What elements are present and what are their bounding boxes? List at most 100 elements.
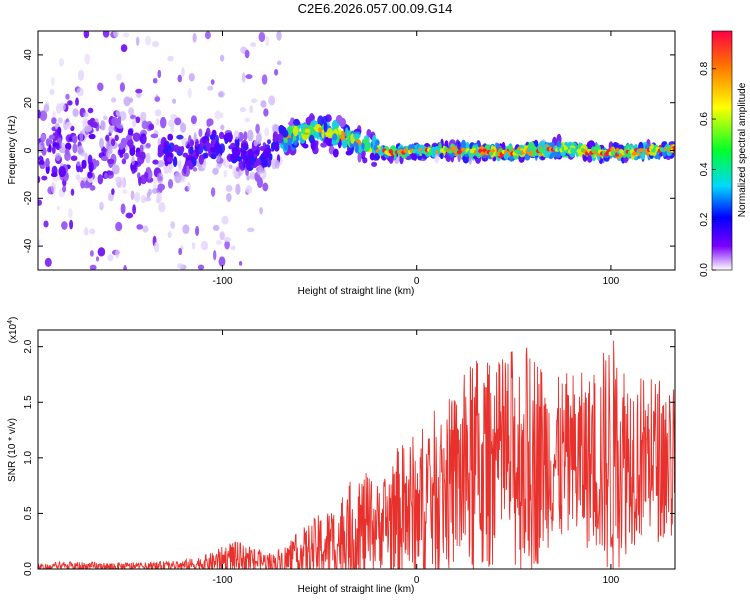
spectrogram-cell — [123, 152, 129, 160]
spectrogram-xtick-label: -100 — [212, 276, 232, 287]
spectrogram-cell — [157, 183, 165, 191]
spectrogram-cell — [173, 156, 178, 167]
spectrogram-cell — [112, 164, 120, 175]
spectrogram-cell — [177, 161, 181, 168]
spectrogram-cell — [38, 109, 41, 119]
spectrogram-cell — [221, 215, 229, 225]
colorbar-tick-label: 0.0 — [699, 263, 710, 277]
spectrogram-cell — [167, 231, 172, 239]
spectrogram-cell — [189, 145, 194, 155]
spectrogram-cell — [268, 153, 273, 161]
spectrogram-cell — [205, 127, 211, 138]
spectrogram-cell — [89, 185, 96, 191]
spectrogram-cell — [64, 148, 70, 156]
spectrogram-cell — [72, 143, 78, 154]
spectrogram-cell — [122, 189, 128, 195]
spectrogram-cell — [45, 158, 50, 168]
spectrogram-cell — [57, 126, 62, 136]
spectrogram-cell — [162, 148, 170, 154]
spectrogram-cell — [59, 102, 66, 111]
snr-xtick-label: -100 — [212, 575, 232, 586]
spectrogram-cell — [258, 31, 266, 43]
spectrogram-cell — [267, 139, 271, 145]
spectrogram-cell — [152, 159, 159, 165]
spectrogram-cell — [361, 150, 366, 158]
spectrogram-cell — [250, 42, 257, 48]
spectrogram-cell — [223, 236, 232, 242]
colorbar-tick-label: 0.4 — [699, 162, 710, 176]
snr-frame — [37, 329, 676, 570]
spectrogram-cell — [80, 180, 85, 189]
snr-ytick-label: 0.0 — [23, 562, 34, 576]
spectrogram-cell — [43, 220, 49, 228]
spectrogram-cell — [52, 111, 56, 118]
spectrogram-cell — [65, 121, 72, 129]
spectrogram-cell — [172, 98, 177, 104]
spectrogram-cell — [353, 133, 361, 139]
spectrogram-cell — [338, 129, 342, 136]
spectrogram-cell — [117, 115, 122, 126]
spectrogram-cell — [51, 172, 58, 177]
spectrogram-cell — [174, 117, 182, 126]
spectrogram-cell — [187, 87, 192, 99]
spectrogram-cell — [268, 95, 276, 106]
spectrogram-cell — [61, 221, 68, 230]
spectrogram-cell — [234, 147, 239, 153]
spectrogram-cell — [207, 85, 214, 91]
spectrogram-cell — [230, 245, 236, 251]
spectrogram-cell — [144, 171, 149, 179]
spectrogram-cell — [154, 109, 162, 117]
spectrogram-ridge-cell — [448, 149, 453, 154]
spectrogram-cell — [210, 153, 217, 160]
spectrogram-cell — [115, 249, 120, 259]
spectrogram-cell — [59, 147, 67, 154]
spectrogram-cell — [135, 88, 143, 94]
spectrogram-cell — [157, 172, 164, 184]
spectrogram-cell — [75, 174, 81, 181]
spectrogram-cell — [218, 256, 226, 267]
spectrogram-cell — [89, 228, 96, 235]
spectrogram-cell — [181, 137, 188, 147]
spectrogram-cell — [341, 137, 348, 149]
spectrogram-cell — [84, 125, 93, 133]
spectrogram-cell — [366, 129, 372, 138]
spectrogram-cell — [410, 150, 418, 161]
spectrogram-cell — [76, 87, 84, 97]
spectrogram-cell — [155, 118, 160, 126]
spectrogram-cell — [264, 127, 270, 137]
snr-ytick-label: 0.5 — [23, 506, 34, 520]
spectrogram-cell — [321, 129, 325, 139]
spectrogram-cell — [95, 256, 100, 262]
spectrogram-cell — [210, 187, 216, 197]
spectrogram-cell — [439, 152, 444, 160]
spectrogram-cell — [87, 119, 94, 126]
spectrogram-cell — [104, 172, 108, 179]
spectrogram-cell — [41, 147, 47, 156]
spectrogram-cell — [286, 137, 293, 146]
spectrogram-cell — [49, 89, 55, 95]
spectrogram-cell — [206, 118, 214, 126]
spectrogram-cell — [65, 142, 72, 151]
spectrogram-cell — [374, 139, 380, 146]
spectrogram-cell — [215, 240, 223, 245]
snr-xlabel: Height of straight line (km) — [298, 584, 415, 595]
spectrogram-cell — [345, 127, 349, 138]
spectrogram-cell — [92, 121, 98, 129]
spectrogram-cell — [48, 139, 53, 145]
spectrogram-cell — [166, 152, 174, 160]
spectrogram-cell — [105, 134, 110, 142]
spectrogram-cell — [309, 134, 315, 144]
spectrogram-cell — [180, 122, 187, 133]
spectrogram-cell — [335, 115, 343, 124]
spectrogram-cell — [105, 141, 109, 149]
spectrogram-cell — [157, 69, 162, 79]
spectrogram-cell — [245, 74, 253, 79]
spectrogram-cell — [255, 123, 260, 134]
spectrogram-cell — [256, 177, 263, 188]
spectrogram-cell — [156, 160, 165, 168]
spectrogram-cell — [191, 115, 197, 124]
spectrogram-ytick-label: 20 — [23, 97, 34, 109]
spectrogram-cell — [361, 138, 370, 144]
spectrogram-cell — [138, 176, 142, 184]
